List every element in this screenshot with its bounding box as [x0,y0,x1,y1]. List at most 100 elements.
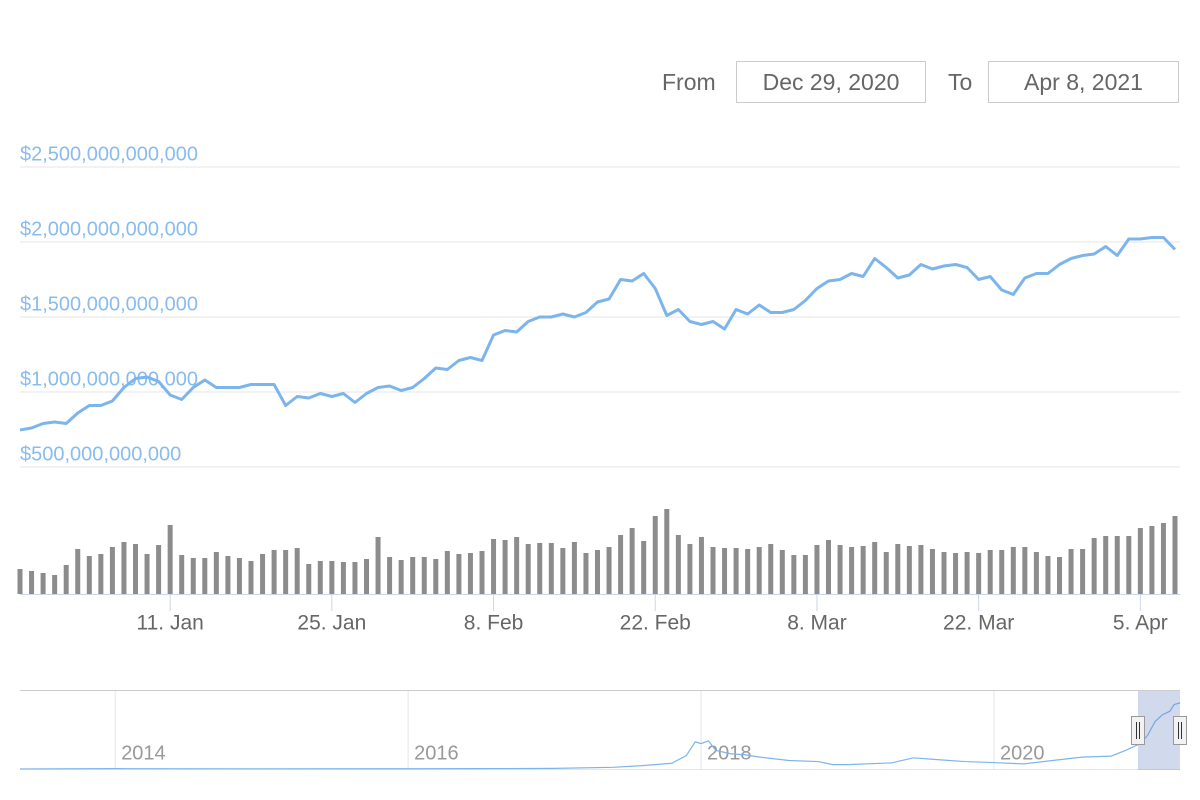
volume-bar [364,559,369,594]
volume-bar [479,551,485,594]
volume-bar [1068,549,1074,594]
volume-bar [514,537,520,594]
volume-bar [606,547,612,594]
volume-bar [294,548,300,594]
volume-bar [802,555,808,594]
volume-bar [121,542,127,594]
volume-bar [571,542,577,594]
volume-bar [964,552,970,594]
volume-bar [1033,552,1039,594]
volume-bar [133,544,138,594]
volume-bar [525,544,531,594]
volume-bar [98,554,104,594]
volume-bar [398,560,404,594]
volume-bar [710,547,716,594]
volume-bar [1114,536,1120,594]
volume-bar [953,553,959,594]
to-input[interactable]: Apr 8, 2021 [988,61,1179,103]
volume-bar [167,525,173,594]
volume-bar [75,549,81,594]
volume-bar [618,535,624,594]
volume-bar [987,550,993,594]
navigator-handle[interactable] [1173,716,1187,745]
x-tick-label: 22. Mar [943,612,1014,635]
volume-bar [1137,528,1143,594]
x-tick-label: 25. Jan [297,612,366,635]
x-tick-label: 22. Feb [620,612,691,635]
volume-bar [433,559,439,594]
volume-bar [745,549,751,594]
x-tick-label: 8. Mar [787,612,847,635]
volume-bar [248,561,254,594]
volume-bar [560,548,566,594]
x-tick-label: 5. Apr [1113,612,1168,635]
volume-bar [340,562,346,594]
volume-bar [1045,556,1051,594]
volume-bar [595,550,600,594]
volume-bar [352,562,358,594]
from-label: From [662,69,716,95]
volume-bar [109,547,115,594]
volume-bar [652,516,658,594]
volume-bar [491,539,497,594]
volume-bar [202,558,208,594]
volume-bar [225,556,231,594]
volume-bar [941,552,947,594]
volume-bar [467,553,473,594]
volume-bar [641,541,647,594]
volume-bar [306,564,312,594]
volume-bar [860,546,866,594]
volume-bar [698,537,704,594]
volume-bar [872,542,878,594]
volume-bar [999,550,1005,594]
volume-bar [144,554,150,594]
volume-bar [826,540,831,594]
volume-bar [1080,549,1086,594]
volume-bar [1160,523,1166,594]
to-label: To [948,69,973,95]
volume-bar [906,546,912,594]
volume-bar [895,544,901,594]
y-tick-label: $1,000,000,000,000 [20,368,198,390]
volume-bar [375,537,381,594]
y-tick-label: $2,000,000,000,000 [20,218,198,240]
volume-bar [1010,547,1016,594]
navigator-tick-label: 2016 [414,742,459,764]
volume-bar [849,547,855,594]
volume-bar [156,545,162,594]
volume-bar [271,550,277,594]
volume-bar [52,575,58,594]
volume-bar [410,557,416,594]
volume-bar [722,548,728,594]
volume-bar [664,509,670,594]
volume-bar [883,552,889,594]
volume-bar [387,557,393,594]
volume-bar [733,548,739,594]
price-line [19,236,1177,432]
volume-bar [1126,536,1132,594]
volume-bar [283,550,289,594]
volume-bar [213,552,219,594]
y-tick-label: $2,500,000,000,000 [20,143,198,165]
volume-bar [548,543,554,594]
volume-bar [837,545,843,594]
volume-bar [502,540,508,594]
volume-bar [86,556,92,594]
volume-bar [583,553,589,594]
y-tick-label: $500,000,000,000 [20,443,181,465]
volume-bar [456,554,462,594]
volume-bar [317,561,323,594]
volume-bar [1022,547,1028,594]
volume-bar [1149,526,1155,594]
volume-bar [329,561,335,594]
y-tick-label: $1,500,000,000,000 [20,293,198,315]
volume-bar [629,528,635,594]
navigator-handle[interactable] [1131,716,1145,745]
from-input[interactable]: Dec 29, 2020 [736,61,926,103]
volume-bar [768,544,774,594]
volume-bar [756,547,762,594]
volume-bar [236,558,242,594]
x-tick-label: 11. Jan [136,612,203,635]
